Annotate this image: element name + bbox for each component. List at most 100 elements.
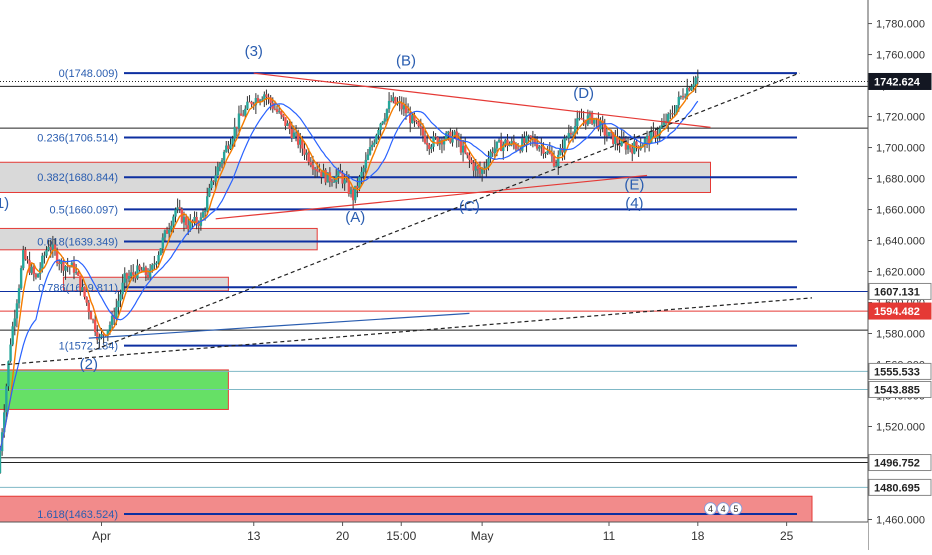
- candle-body-255: [538, 146, 541, 149]
- candle-body-212: [447, 131, 450, 134]
- candle-body-135: [284, 117, 287, 126]
- candle-body-233: [491, 151, 494, 154]
- candle-body-301: [635, 141, 638, 146]
- price-tag-3-text: 1543.885: [874, 384, 920, 396]
- candle-body-45: [93, 319, 97, 333]
- candle-body-113: [237, 113, 241, 129]
- candle-body-83: [174, 209, 177, 217]
- candle-body-23: [47, 246, 50, 251]
- candle-body-183: [385, 109, 389, 119]
- candle-body-290: [612, 132, 615, 144]
- candle-body-70: [146, 274, 150, 278]
- candle-body-200: [421, 128, 425, 136]
- candle-body-93: [195, 216, 198, 224]
- candle-body-238: [502, 144, 505, 151]
- candle-body-128: [269, 97, 272, 104]
- candle-body-0: [0, 451, 2, 473]
- candle-body-329: [694, 77, 697, 85]
- candle-body-296: [624, 141, 628, 150]
- candle-body-111: [233, 126, 236, 139]
- candle-body-13: [26, 259, 29, 261]
- candle-body-222: [468, 155, 471, 160]
- candle-body-254: [535, 144, 539, 149]
- wave-label-0: (1): [0, 195, 9, 212]
- candle-body-114: [239, 113, 243, 116]
- candle-body-6: [11, 326, 14, 345]
- time-axis[interactable]: Apr 13 20 15:00 May 11 18 25: [0, 521, 868, 550]
- wave-label-5: (C): [459, 198, 480, 215]
- candle-body-330: [696, 76, 700, 78]
- candle-body-116: [244, 108, 247, 116]
- badge-text-0: 4: [708, 504, 713, 514]
- candle-body-223: [470, 159, 473, 163]
- trendline-2: [88, 312, 470, 339]
- candle-body-202: [425, 142, 429, 145]
- x-tick-label-4: May: [471, 529, 494, 543]
- candle-body-144: [303, 148, 306, 155]
- candle-body-263: [554, 166, 558, 167]
- candle-body-47: [98, 336, 101, 340]
- price-tag-5-text: 1480.695: [874, 482, 920, 494]
- candle-body-58: [121, 282, 124, 295]
- candle-body-198: [417, 122, 420, 127]
- candle-body-240: [506, 139, 509, 147]
- candle-body-274: [578, 117, 581, 119]
- candle-body-309: [652, 130, 655, 132]
- trendline-3: [0, 297, 813, 366]
- candle-body-174: [366, 154, 370, 160]
- candle-body-155: [326, 172, 329, 183]
- badge-circle-1: [716, 502, 730, 516]
- candle-body-210: [442, 139, 446, 145]
- candle-body-314: [662, 120, 666, 125]
- candle-body-44: [91, 319, 95, 321]
- price-tag-1-text: 1594.482: [874, 306, 920, 318]
- candle-body-125: [263, 94, 266, 100]
- candle-body-75: [157, 254, 160, 263]
- candle-body-316: [667, 114, 670, 124]
- candle-body-146: [307, 152, 310, 162]
- candle-body-236: [497, 140, 501, 142]
- candle-body-153: [322, 169, 325, 177]
- wave-label-7: (E): [624, 176, 644, 193]
- candle-body-269: [567, 132, 571, 138]
- candle-body-175: [368, 147, 372, 155]
- candle-body-288: [607, 132, 611, 137]
- current-price-tag-text: 1742.624: [874, 76, 921, 88]
- candle-body-172: [362, 167, 365, 172]
- candle-body-142: [299, 139, 302, 145]
- candle-body-267: [563, 138, 566, 153]
- candle-body-84: [176, 207, 179, 210]
- candle-body-190: [400, 102, 403, 110]
- candle-body-130: [273, 108, 277, 110]
- candle-body-5: [9, 344, 12, 362]
- wave-label-3: (A): [345, 209, 365, 226]
- candle-body-12: [24, 249, 27, 260]
- candle-body-271: [571, 133, 575, 135]
- candle-body-227: [478, 168, 482, 174]
- price-tag-2-bg: [868, 362, 932, 380]
- candle-body-149: [313, 169, 317, 170]
- candle-body-108: [227, 145, 230, 150]
- candle-body-56: [117, 300, 120, 308]
- candle-body-207: [436, 137, 439, 145]
- x-tick-label-3: 15:00: [386, 529, 416, 543]
- candle-body-53: [110, 316, 114, 325]
- candle-body-52: [108, 324, 112, 330]
- candle-body-123: [258, 100, 262, 103]
- candle-body-64: [134, 274, 137, 279]
- candle-body-100: [210, 180, 213, 188]
- candle-body-122: [256, 98, 260, 103]
- candle-body-22: [45, 250, 48, 256]
- candle-body-184: [387, 100, 391, 110]
- y-tick-label-6: 1,580.000: [876, 329, 925, 341]
- candle-body-265: [559, 148, 562, 155]
- candle-body-322: [679, 96, 683, 97]
- candle-body-306: [645, 135, 649, 140]
- x-tick-label-6: 18: [691, 529, 705, 543]
- candle-body-177: [373, 142, 376, 145]
- candle-body-10: [19, 268, 23, 289]
- candle-body-140: [294, 132, 298, 134]
- candle-body-259: [546, 150, 549, 154]
